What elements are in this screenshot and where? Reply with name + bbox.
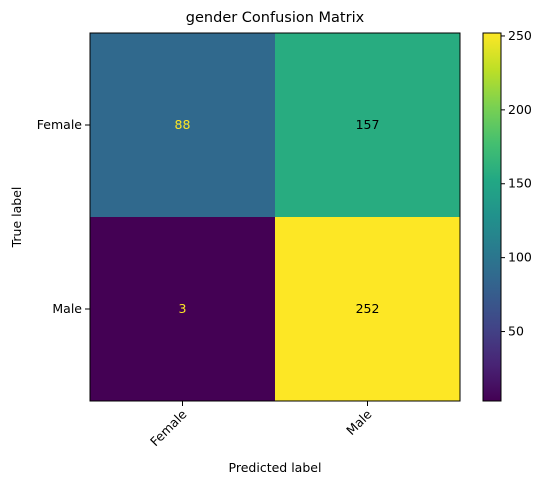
y-tick-label: Female [37, 117, 83, 132]
cell-value-label: 157 [356, 117, 380, 132]
cell-value-label: 88 [175, 117, 191, 132]
x-tick-label: Male [343, 406, 375, 438]
chart-title: gender Confusion Matrix [186, 10, 365, 26]
heatmap-cell [275, 33, 460, 217]
colorbar-tick-label: 200 [508, 102, 532, 117]
heatmap-cell [90, 33, 275, 217]
x-tick-label: Female [147, 406, 190, 449]
colorbar-tick-label: 150 [508, 176, 532, 191]
colorbar-gradient [482, 32, 502, 402]
x-axis-label: Predicted label [229, 460, 322, 475]
heatmap-cells: 88 157 3 252 [90, 33, 460, 401]
y-axis: Female Male [37, 117, 90, 316]
heatmap-cell [90, 217, 275, 401]
colorbar: 50 100 150 200 250 [482, 28, 532, 402]
x-axis: Female Male [147, 401, 375, 449]
colorbar-tick-label: 250 [508, 28, 532, 43]
cell-value-label: 3 [179, 301, 187, 316]
heatmap-cell [275, 217, 460, 401]
y-tick-label: Male [52, 301, 82, 316]
colorbar-tick-label: 50 [508, 324, 524, 339]
y-axis-label: True label [9, 187, 24, 249]
cell-value-label: 252 [356, 301, 380, 316]
plot-frame [89, 32, 461, 402]
colorbar-tick-label: 100 [508, 250, 532, 265]
